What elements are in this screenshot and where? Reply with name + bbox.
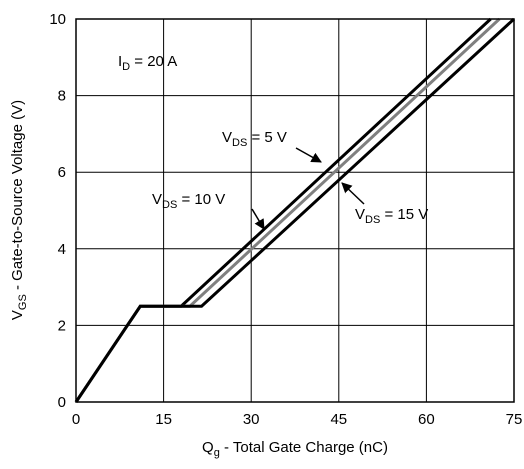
x-tick-label: 15 xyxy=(155,411,172,428)
y-axis-label-main: V xyxy=(9,310,26,320)
id-label: ID = 20 A xyxy=(118,53,177,73)
y-tick-label: 0 xyxy=(58,394,66,411)
x-tick-label: 30 xyxy=(243,411,260,428)
y-tick-label: 10 xyxy=(49,11,66,28)
y-axis-label: VGS - Gate-to-Source Voltage (V) xyxy=(9,100,29,320)
x-tick-label: 45 xyxy=(330,411,347,428)
y-tick-label: 2 xyxy=(58,317,66,334)
annotation-arrows xyxy=(251,147,365,230)
vds15-label: VDS = 15 V xyxy=(355,206,428,226)
y-tick-label: 8 xyxy=(58,88,66,105)
y-axis-label-sub: GS xyxy=(17,294,29,310)
vds15-arrow xyxy=(341,182,365,205)
y-axis-label-rest: - Gate-to-Source Voltage (V) xyxy=(9,100,26,294)
x-axis-label-sub: g xyxy=(214,447,220,459)
vds10-label: VDS = 10 V xyxy=(152,191,225,211)
vds5-label: VDS = 5 V xyxy=(222,129,287,149)
x-tick-label: 75 xyxy=(506,411,523,428)
plot-frame xyxy=(75,18,515,403)
series-line-3 xyxy=(74,17,516,403)
x-axis-label-rest: - Total Gate Charge (nC) xyxy=(220,439,388,456)
x-axis-label: Qg - Total Gate Charge (nC) xyxy=(202,439,388,459)
x-tick-label: 60 xyxy=(418,411,435,428)
vds10-arrow xyxy=(251,208,265,230)
vds5-arrow xyxy=(295,147,322,163)
y-tick-label: 6 xyxy=(58,164,66,181)
series-line-2 xyxy=(74,17,501,403)
x-axis-label-main: Q xyxy=(202,439,214,456)
series-layer xyxy=(74,17,516,403)
tick-labels: 0 15 30 45 60 75 0 2 4 6 8 10 xyxy=(49,11,522,428)
x-tick-label: 0 xyxy=(72,411,80,428)
series-line-1 xyxy=(74,17,492,403)
y-tick-label: 4 xyxy=(58,241,66,258)
